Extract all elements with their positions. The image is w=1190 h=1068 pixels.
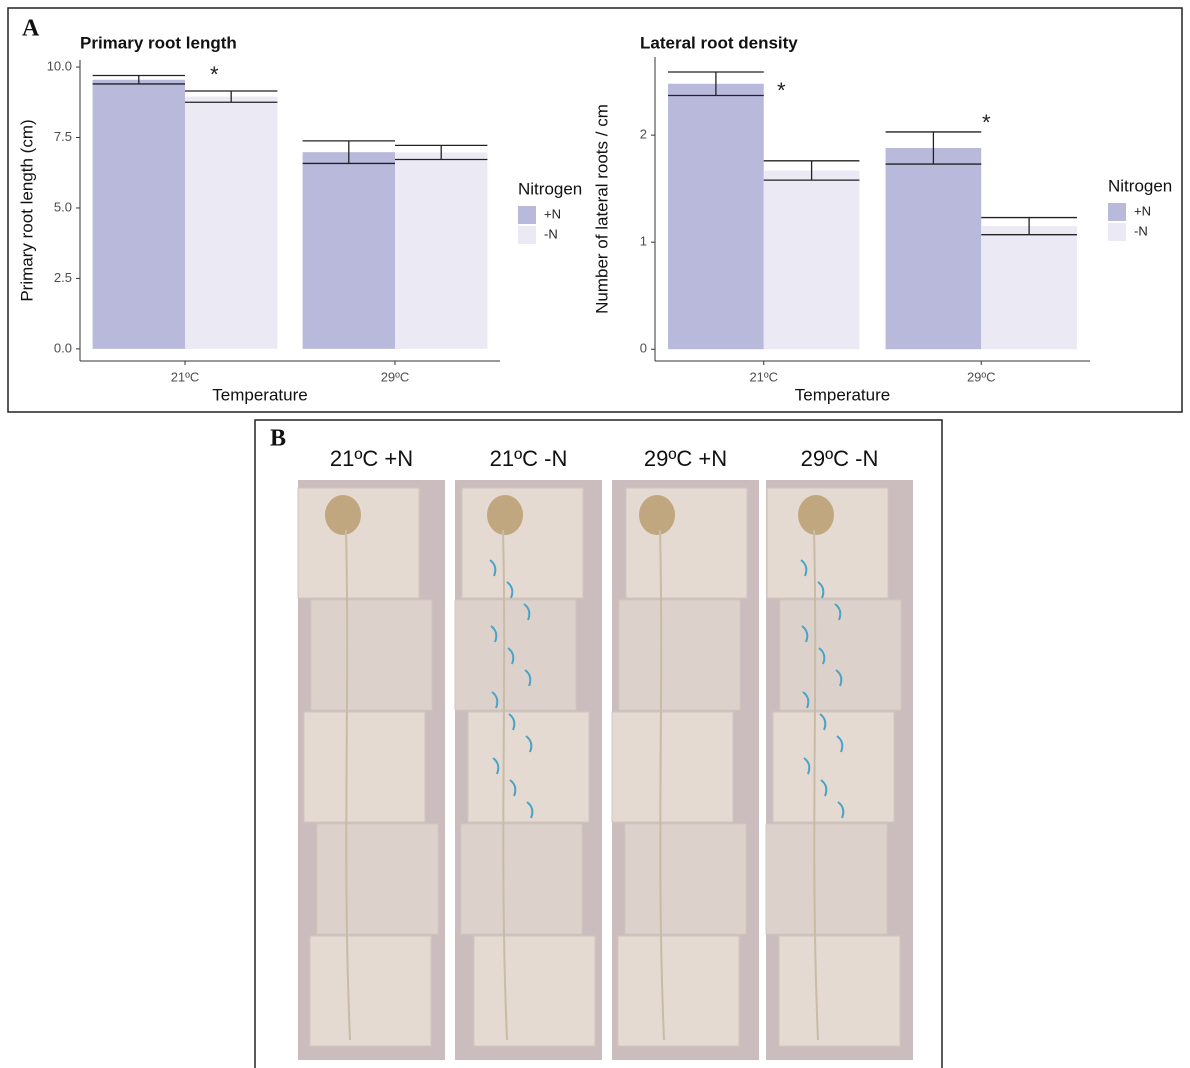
photo-tile bbox=[619, 600, 740, 710]
y-tick-label: 7.5 bbox=[54, 129, 72, 144]
photo-tile bbox=[618, 936, 739, 1046]
figure: A B Primary root length 0.0 2.5 5.0 7.5 10.0 2… bbox=[0, 0, 1190, 1068]
photo-tile bbox=[311, 600, 432, 710]
seedling bbox=[639, 495, 675, 535]
photo-tile bbox=[766, 824, 887, 934]
photo-tile bbox=[461, 824, 582, 934]
bar bbox=[303, 152, 395, 349]
legend-title: Nitrogen bbox=[518, 179, 582, 198]
column-header: 29ºC -N bbox=[801, 446, 879, 471]
y-tick-label: 1 bbox=[640, 234, 647, 249]
y-tick-label: 0 bbox=[640, 341, 647, 356]
photo-tile bbox=[773, 712, 894, 822]
y-tick-label: 5.0 bbox=[54, 199, 72, 214]
photo-tile bbox=[298, 488, 419, 598]
legend-label: -N bbox=[544, 226, 558, 241]
legend-key bbox=[518, 226, 536, 244]
legend-key bbox=[1108, 223, 1126, 241]
photo-tile bbox=[612, 712, 733, 822]
photo-tile bbox=[474, 936, 595, 1046]
bar bbox=[395, 152, 487, 348]
legend-title: Nitrogen bbox=[1108, 176, 1172, 195]
y-tick-label: 2 bbox=[640, 127, 647, 142]
seedling bbox=[487, 495, 523, 535]
bar bbox=[93, 80, 185, 349]
photo-tile bbox=[625, 824, 746, 934]
seedling bbox=[798, 495, 834, 535]
annotation: * bbox=[210, 62, 219, 87]
seedling bbox=[325, 495, 361, 535]
bar bbox=[764, 170, 860, 349]
column-header: 21ºC -N bbox=[490, 446, 568, 471]
annotation: * bbox=[982, 110, 991, 135]
legend-label: +N bbox=[544, 206, 561, 221]
x-axis-title: Temperature bbox=[795, 385, 890, 404]
photo-tile bbox=[310, 936, 431, 1046]
column-header: 21ºC +N bbox=[330, 446, 413, 471]
bar bbox=[981, 226, 1077, 349]
bar bbox=[185, 97, 277, 349]
x-tick-label: 21ºC bbox=[749, 369, 778, 384]
photo-tile bbox=[455, 600, 576, 710]
panel-label: A bbox=[22, 16, 40, 42]
chart-title: Lateral root density bbox=[640, 33, 798, 52]
legend-label: +N bbox=[1134, 203, 1151, 218]
photo-tile bbox=[304, 712, 425, 822]
photo-tile bbox=[468, 712, 589, 822]
column-header: 29ºC +N bbox=[644, 446, 727, 471]
photo-tile bbox=[462, 488, 583, 598]
y-tick-label: 10.0 bbox=[47, 58, 72, 73]
x-tick-label: 29ºC bbox=[381, 369, 410, 384]
y-tick-label: 2.5 bbox=[54, 270, 72, 285]
bar bbox=[886, 148, 982, 349]
annotation: * bbox=[777, 78, 786, 103]
bar bbox=[668, 84, 764, 349]
y-axis-title: Number of lateral roots / cm bbox=[592, 104, 611, 314]
legend-label: -N bbox=[1134, 223, 1148, 238]
y-tick-label: 0.0 bbox=[54, 340, 72, 355]
x-axis-title: Temperature bbox=[212, 385, 307, 404]
photo-tile bbox=[317, 824, 438, 934]
y-axis-title: Primary root length (cm) bbox=[17, 119, 36, 301]
legend-key bbox=[518, 206, 536, 224]
legend-key bbox=[1108, 203, 1126, 221]
x-tick-label: 21ºC bbox=[171, 369, 200, 384]
chart-title: Primary root length bbox=[80, 33, 237, 52]
x-tick-label: 29ºC bbox=[967, 369, 996, 384]
photo-tile bbox=[779, 936, 900, 1046]
panel-label: B bbox=[270, 426, 286, 452]
